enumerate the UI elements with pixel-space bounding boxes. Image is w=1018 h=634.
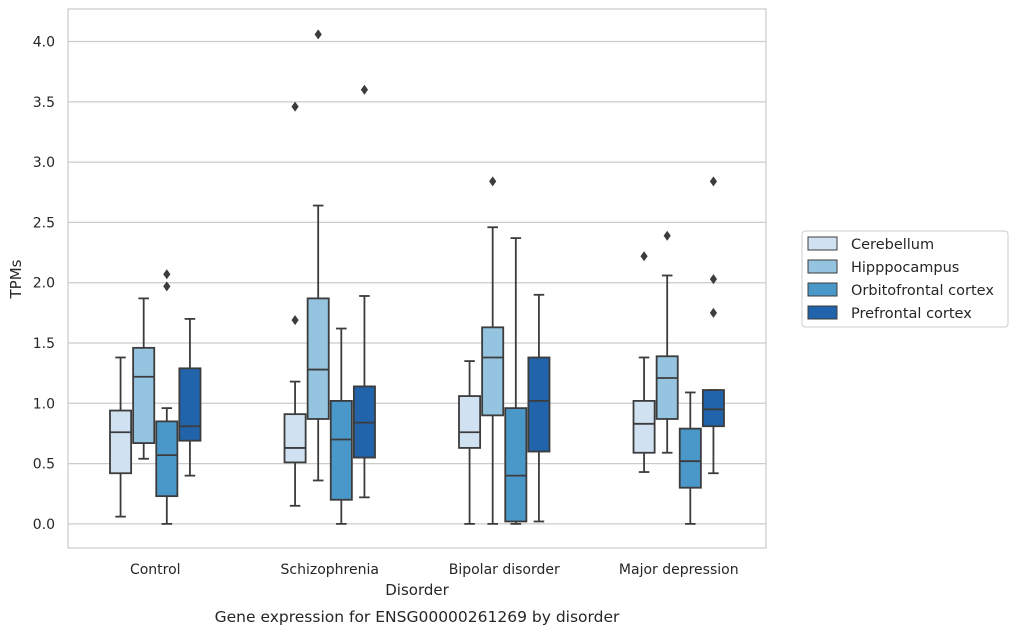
outlier-point — [360, 84, 369, 95]
box-prefrontal-cortex — [352, 84, 376, 499]
legend-swatch — [807, 305, 838, 320]
outlier-point — [709, 307, 718, 318]
box-iqr — [504, 407, 528, 523]
outlier-point — [163, 269, 171, 280]
box-iqr — [701, 389, 725, 428]
box-iqr — [481, 326, 505, 417]
y-tick-label: 3.0 — [33, 155, 55, 171]
outlier-point — [314, 29, 322, 40]
outlier-point — [663, 230, 671, 241]
box-iqr — [283, 413, 307, 464]
box-cerebellum — [632, 251, 656, 473]
box-iqr — [678, 427, 702, 489]
box-prefrontal-cortex — [701, 176, 725, 475]
box-orbitofrontal-cortex — [155, 269, 179, 525]
outlier-point — [163, 281, 171, 292]
legend-label: Hipppocampus — [851, 260, 959, 276]
y-tick-label: 2.0 — [33, 276, 55, 292]
legend-swatch — [807, 282, 838, 297]
outlier-point — [291, 315, 299, 326]
outlier-point — [291, 101, 299, 112]
box-iqr — [632, 399, 656, 454]
y-tick-label: 1.5 — [33, 336, 55, 352]
box-iqr — [109, 409, 133, 475]
box-orbitofrontal-cortex — [329, 327, 353, 525]
legend-swatch — [807, 236, 838, 251]
box-orbitofrontal-cortex — [678, 391, 702, 525]
legend-label: Orbitofrontal cortex — [851, 283, 994, 299]
x-tick-label: Bipolar disorder — [449, 562, 560, 578]
box-plot-area — [109, 29, 725, 525]
box-cerebellum — [109, 356, 133, 518]
outlier-point — [709, 274, 718, 285]
box-iqr — [527, 356, 551, 453]
outlier-point — [709, 176, 718, 187]
box-iqr — [132, 346, 156, 444]
legend: Cerebellum Hipppocampus Orbitofrontal cort… — [801, 230, 1009, 328]
box-iqr — [329, 399, 353, 501]
x-axis-ticks: Control Schizophrenia Bipolar disorder Majo… — [130, 562, 739, 578]
box-iqr — [155, 420, 179, 498]
box-hipppocampus — [655, 230, 679, 454]
y-tick-label: 1.0 — [33, 396, 55, 412]
y-axis-label: TPMs — [7, 259, 25, 299]
box-iqr — [306, 297, 330, 420]
box-iqr — [458, 395, 482, 449]
legend-swatch — [807, 259, 838, 274]
x-tick-label: Control — [130, 562, 181, 578]
outlier-point — [640, 251, 648, 262]
x-tick-label: Schizophrenia — [281, 562, 379, 578]
box-prefrontal-cortex — [527, 293, 551, 523]
chart-caption: Gene expression for ENSG00000261269 by d… — [215, 608, 620, 626]
box-iqr — [178, 367, 202, 442]
box-hipppocampus — [132, 297, 156, 460]
y-tick-label: 2.5 — [33, 215, 55, 231]
box-cerebellum — [283, 101, 307, 507]
y-tick-label: 3.5 — [33, 95, 55, 111]
y-tick-label: 0.0 — [33, 517, 55, 533]
x-tick-label: Major depression — [619, 562, 739, 578]
x-axis-label: Disorder — [385, 581, 449, 599]
box-hipppocampus — [481, 176, 505, 525]
plot-frame — [67, 8, 767, 549]
outlier-point — [489, 176, 497, 187]
y-tick-label: 4.0 — [33, 35, 55, 51]
box-prefrontal-cortex — [178, 317, 202, 477]
box-cerebellum — [458, 360, 482, 525]
legend-frame — [801, 230, 1009, 328]
y-axis-ticks: 0.0 0.5 1.0 1.5 2.0 2.5 3.0 3.5 4.0 — [33, 35, 55, 533]
y-tick-label: 0.5 — [33, 457, 55, 473]
box-orbitofrontal-cortex — [504, 237, 528, 525]
legend-label: Prefrontal cortex — [851, 306, 972, 322]
box-iqr — [655, 355, 679, 420]
legend-label: Cerebellum — [851, 237, 934, 253]
box-hipppocampus — [306, 29, 330, 482]
